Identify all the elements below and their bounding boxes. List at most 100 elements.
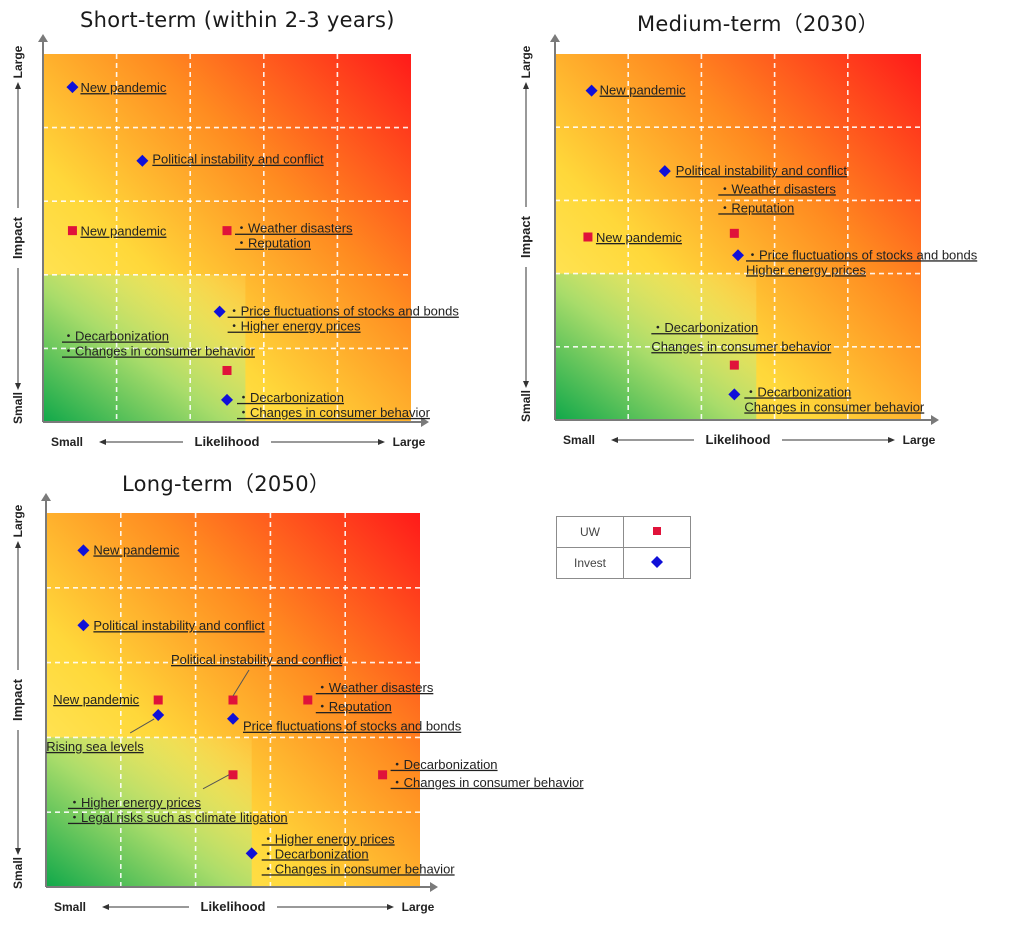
chart-title-short-term: Short-term (within 2-3 years)	[80, 8, 395, 32]
point-label: Political instability and conflict	[676, 163, 848, 178]
label-leader-line	[202, 774, 230, 790]
up-arrow-icon	[523, 82, 529, 89]
uw-marker	[729, 228, 739, 238]
point-label: New pandemic	[53, 692, 139, 707]
point-label: ・Weather disasters	[718, 181, 836, 196]
point-label: Political instability and conflict	[171, 652, 343, 667]
point-label: ・Changes in consumer behavior	[262, 861, 456, 876]
invest-marker	[585, 84, 598, 97]
y-axis-arrow-icon	[41, 493, 51, 501]
point-label: ・Decarbonization	[62, 328, 169, 343]
point-label: ・Reputation	[718, 200, 794, 215]
uw-square-icon	[653, 527, 661, 535]
short-term-chart: Small Likelihood Large Large Impact Small New …	[10, 34, 460, 449]
invest-marker	[136, 154, 149, 167]
y-axis-large-label: Large	[519, 45, 533, 78]
point-label: Changes in consumer behavior	[651, 339, 832, 354]
right-arrow-icon	[387, 904, 394, 910]
point-label: ・Price fluctuations of stocks and bonds	[746, 247, 978, 262]
y-axis-title: Impact	[10, 216, 25, 259]
left-arrow-icon	[611, 437, 618, 443]
invest-marker	[732, 249, 744, 262]
uw-marker	[222, 226, 232, 236]
up-arrow-icon	[15, 82, 21, 89]
up-arrow-icon	[15, 541, 21, 548]
legend-uw-marker	[623, 516, 691, 548]
y-axis-small-label: Small	[11, 392, 25, 424]
point-label: ・Reputation	[235, 236, 311, 251]
x-axis-small-label: Small	[563, 433, 595, 447]
point-label: ・Decarbonization	[262, 846, 369, 861]
down-arrow-icon	[15, 848, 21, 855]
invest-marker	[66, 81, 79, 94]
uw-marker	[228, 770, 238, 780]
uw-marker	[153, 695, 163, 705]
invest-diamond-icon	[651, 555, 663, 568]
uw-marker	[303, 695, 313, 705]
y-axis-arrow-icon	[38, 34, 48, 42]
invest-marker	[213, 305, 226, 318]
x-axis-arrow-icon	[421, 417, 429, 427]
uw-marker	[378, 770, 388, 780]
x-axis-large-label: Large	[393, 435, 426, 449]
uw-marker	[729, 360, 739, 370]
point-label: New pandemic	[600, 83, 686, 98]
point-label: Political instability and conflict	[93, 618, 265, 633]
point-label: ・Reputation	[316, 699, 392, 714]
point-label: ・Changes in consumer behavior	[62, 343, 256, 358]
x-axis-arrow-icon	[931, 415, 939, 425]
y-axis-title: Impact	[10, 678, 25, 721]
point-label: ・Decarbonization	[651, 320, 758, 335]
point-label: ・Price fluctuations of stocks and bonds	[228, 304, 460, 319]
x-axis-arrow-icon	[430, 882, 438, 892]
point-label: ・Changes in consumer behavior	[237, 405, 431, 420]
uw-marker	[67, 226, 77, 236]
point-label: Price fluctuations of stocks and bonds	[243, 719, 462, 734]
left-arrow-icon	[99, 439, 106, 445]
point-label: Changes in consumer behavior	[744, 399, 925, 414]
legend: UW Invest	[556, 516, 691, 579]
x-axis-title: Likelihood	[195, 434, 260, 449]
point-label: New pandemic	[80, 224, 166, 239]
invest-marker	[77, 619, 90, 632]
uw-marker	[222, 365, 232, 375]
y-axis-arrow-icon	[550, 34, 560, 42]
long-term-chart: Small Likelihood Large Large Impact Small New …	[10, 493, 585, 914]
chart-title-medium-term: Medium-term（2030）	[637, 12, 879, 36]
x-axis-large-label: Large	[903, 433, 936, 447]
chart-title-long-term: Long-term（2050）	[122, 472, 331, 496]
left-arrow-icon	[102, 904, 109, 910]
legend-uw-label: UW	[556, 516, 624, 548]
invest-marker	[245, 847, 258, 860]
right-arrow-icon	[378, 439, 385, 445]
point-label: ・Changes in consumer behavior	[391, 775, 585, 790]
x-axis-title: Likelihood	[201, 899, 266, 914]
y-axis-small-label: Small	[519, 390, 533, 422]
y-axis-title: Impact	[518, 215, 533, 258]
point-label: ・Higher energy prices	[262, 831, 395, 846]
x-axis-title: Likelihood	[706, 432, 771, 447]
point-label: ・Decarbonization	[391, 757, 498, 772]
point-label: Political instability and conflict	[152, 152, 324, 167]
point-label: ・Weather disasters	[235, 221, 353, 236]
point-label: ・Decarbonization	[744, 384, 851, 399]
y-axis-small-label: Small	[11, 857, 25, 889]
invest-marker	[152, 708, 165, 721]
invest-marker	[658, 165, 671, 178]
point-label: ・Decarbonization	[237, 390, 344, 405]
point-label: New pandemic	[596, 230, 682, 245]
invest-marker	[221, 393, 233, 406]
down-arrow-icon	[523, 381, 529, 388]
uw-marker	[228, 695, 238, 705]
right-arrow-icon	[888, 437, 895, 443]
point-label: New pandemic	[93, 542, 179, 557]
legend-invest-label: Invest	[556, 547, 624, 579]
y-axis-large-label: Large	[11, 45, 25, 78]
label-leader-line	[129, 718, 155, 734]
point-label: ・Weather disasters	[316, 680, 434, 695]
medium-term-chart: Small Likelihood Large Large Impact Small New …	[518, 34, 978, 447]
point-label: ・Higher energy prices	[228, 319, 361, 334]
y-axis-large-label: Large	[11, 504, 25, 537]
invest-marker	[227, 712, 239, 725]
point-label: Higher energy prices	[746, 262, 866, 277]
